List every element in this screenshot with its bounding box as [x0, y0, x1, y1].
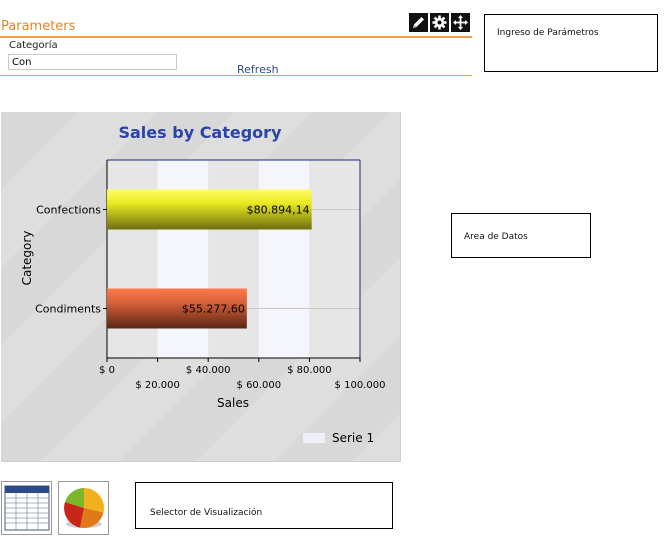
parameters-toolbar [409, 13, 470, 32]
parameters-title: Parameters [1, 19, 76, 34]
data-area-note-text: Area de Datos [464, 232, 528, 242]
pie-chart-view-button[interactable] [58, 481, 109, 535]
refresh-link[interactable]: Refresh [237, 63, 279, 76]
y-axis-label: Category [20, 231, 34, 286]
visualization-selector-note-text: Selector de Visualización [150, 508, 263, 518]
plot-band [309, 160, 360, 358]
parameters-divider-bottom [0, 75, 472, 76]
x-tick-label: $ 60.000 [237, 380, 282, 391]
gear-icon[interactable] [430, 13, 449, 32]
x-tick-label: $ 40.000 [186, 365, 231, 376]
table-view-icon [4, 485, 49, 531]
table-view-button[interactable] [1, 481, 52, 535]
category-input[interactable] [8, 54, 177, 70]
pie-chart-icon [63, 488, 104, 529]
data-label: $80.894,14 [247, 204, 310, 217]
sales-bar-chart: Sales by Category $ 0 $ 20.000 $ 40.000 $ 6… [20, 123, 386, 445]
bar [107, 189, 312, 230]
x-tick-label: $ 100.000 [335, 380, 386, 391]
category-label: Condiments [35, 303, 101, 316]
category-field-label: Categoría [9, 40, 58, 51]
category-label: Confections [36, 204, 101, 217]
chart-title: Sales by Category [118, 123, 282, 142]
bar [107, 288, 247, 329]
x-tick-label: $ 0 [99, 365, 115, 376]
parameters-divider-top [0, 36, 472, 38]
parameters-entry-note-text: Ingreso de Parámetros [497, 28, 599, 38]
x-axis-label: Sales [217, 396, 249, 410]
legend-swatch [303, 433, 325, 443]
chart-panel: Sales by Category $ 0 $ 20.000 $ 40.000 $ 6… [1, 112, 401, 462]
move-icon[interactable] [451, 13, 470, 32]
visualization-selector-note: Selector de Visualización [135, 482, 393, 529]
parameters-entry-note: Ingreso de Parámetros [484, 14, 658, 72]
x-tick-label: $ 20.000 [135, 380, 180, 391]
data-area-note: Area de Datos [451, 213, 591, 258]
x-tick-label: $ 80.000 [287, 365, 332, 376]
legend-entry: Serie 1 [332, 431, 374, 445]
data-label: $55.277,60 [182, 303, 245, 316]
pencil-icon[interactable] [409, 13, 428, 32]
